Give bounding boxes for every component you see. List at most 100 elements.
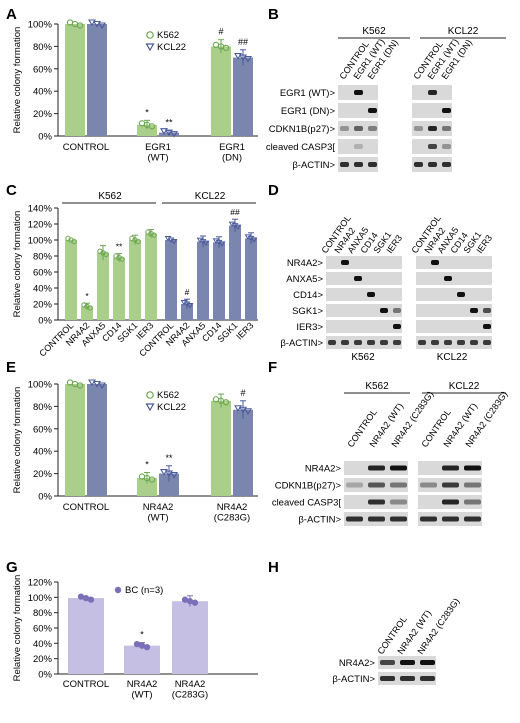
blot-d-row-label: CD14> bbox=[293, 290, 323, 301]
blot-b-membrane-strip bbox=[412, 103, 452, 118]
chart-e-y-tick-label: 100% bbox=[28, 380, 53, 391]
blot-d-band bbox=[444, 340, 452, 345]
chart-e-x-tick-label: NR4A2 (C283G) bbox=[214, 502, 250, 524]
blot-h-row-label: NR4A2> bbox=[339, 658, 376, 669]
chart-c-significance-mark: * bbox=[85, 291, 89, 301]
blot-f-band bbox=[464, 516, 481, 522]
chart-g-x-tick-label: NR4A2 (WT) bbox=[127, 679, 158, 701]
chart-c-y-tick-label: 120% bbox=[28, 220, 53, 231]
blot-b-band bbox=[368, 162, 377, 167]
chart-c-point bbox=[87, 305, 93, 311]
blot-d-group-label: KCL22 bbox=[437, 352, 468, 363]
blot-b-row-label: CDKN1B(p27)> bbox=[269, 124, 336, 135]
blot-d-band bbox=[393, 324, 401, 329]
chart-a-y-tick-label: 20% bbox=[33, 109, 53, 120]
chart-e-significance-mark: ** bbox=[165, 453, 173, 463]
chart-c-y-tick-label: 100% bbox=[28, 236, 53, 247]
chart-a-x-tick-label: CONTROL bbox=[63, 142, 109, 153]
blot-f-row-label: NR4A2> bbox=[305, 464, 342, 475]
chart-a-point bbox=[88, 19, 96, 27]
blot-b-band bbox=[414, 162, 423, 167]
blot-h-row-label: β-ACTIN> bbox=[332, 674, 375, 685]
chart-g: 0% 20% 40% 60% 80% 100% 120% Relative colony fo… bbox=[12, 575, 258, 701]
chart-g-significance-mark: * bbox=[140, 630, 144, 640]
blot-f-band bbox=[442, 499, 459, 505]
chart-e-y-tick-label: 80% bbox=[33, 402, 53, 413]
chart-e-point bbox=[165, 470, 173, 478]
chart-a-point bbox=[93, 20, 101, 28]
blot-b-band bbox=[428, 162, 437, 167]
blot-d-group-label: KCL22 bbox=[438, 0, 469, 3]
panel-letter-b: B bbox=[268, 6, 279, 23]
chart-a-significance-mark: * bbox=[145, 107, 149, 117]
chart-e-legend-marker bbox=[145, 403, 155, 412]
chart-g-point bbox=[82, 594, 90, 602]
chart-g-bar bbox=[172, 601, 208, 674]
blot-b-group-label: KCL22 bbox=[448, 26, 479, 37]
chart-a-point bbox=[234, 53, 242, 60]
blot-f-band bbox=[390, 516, 407, 522]
chart-a-point bbox=[148, 123, 156, 130]
chart-a-point bbox=[222, 44, 230, 52]
blot-b-band bbox=[442, 126, 451, 131]
blot-b-band bbox=[368, 108, 377, 113]
chart-a-bar bbox=[211, 46, 231, 136]
blot-d-group-label: K562 bbox=[351, 352, 375, 363]
chart-c-bar bbox=[145, 233, 157, 320]
blot-h-band bbox=[420, 676, 435, 681]
chart-g-point bbox=[143, 643, 151, 651]
chart-a-point bbox=[239, 54, 247, 62]
chart-c-y-tick-label: 140% bbox=[28, 204, 53, 215]
chart-g-x-tick-label: CONTROL bbox=[63, 679, 109, 690]
chart-e-point bbox=[244, 408, 252, 415]
chart-a-y-tick-label: 80% bbox=[33, 42, 53, 53]
chart-c-point bbox=[145, 229, 151, 235]
blot-b-band bbox=[414, 126, 423, 131]
blot-d-band bbox=[457, 340, 465, 345]
blot-d-band bbox=[418, 340, 426, 345]
chart-a-legend-marker bbox=[145, 43, 155, 52]
blot-d-band bbox=[470, 340, 478, 345]
panel-letter-a: A bbox=[6, 6, 17, 23]
chart-c-point bbox=[250, 237, 258, 243]
chart-g-y-tick-label: 60% bbox=[33, 624, 53, 635]
chart-a-bar bbox=[87, 24, 107, 136]
blot-f-band bbox=[464, 482, 481, 488]
chart-g-legend-label: BC (n=3) bbox=[125, 585, 163, 596]
blot-d-membrane-strip bbox=[326, 304, 402, 317]
chart-c-bar bbox=[65, 240, 77, 320]
chart-g-point bbox=[181, 596, 189, 603]
blot-d-membrane-strip bbox=[326, 288, 402, 301]
chart-a-point bbox=[76, 22, 84, 29]
chart-e-significance-mark: # bbox=[240, 388, 245, 398]
chart-e-bar bbox=[87, 384, 107, 496]
chart-c-point bbox=[100, 250, 106, 256]
chart-c-y-tick-label: 20% bbox=[33, 300, 53, 311]
chart-c-group-label: K562 bbox=[98, 191, 122, 202]
blot-d-membrane-strip bbox=[326, 320, 402, 333]
blot-f-band bbox=[442, 482, 459, 488]
chart-a-significance-mark: ## bbox=[238, 37, 248, 47]
chart-a-legend-label: KCL22 bbox=[157, 42, 186, 53]
blot-d-row-label: NR4A2> bbox=[287, 258, 324, 269]
chart-c-point bbox=[132, 237, 138, 243]
chart-a-significance-mark: # bbox=[218, 27, 223, 37]
chart-c: 0% 20% 40% 60% 80% 100% 120% 140% Relative colon… bbox=[12, 191, 258, 359]
chart-g-y-tick-label: 120% bbox=[28, 578, 53, 589]
blot-h-band bbox=[420, 660, 435, 665]
chart-a-y-tick-label: 60% bbox=[33, 64, 53, 75]
blot-d-row-label: ANXA5> bbox=[286, 274, 323, 285]
chart-a-bar bbox=[233, 57, 253, 136]
blot-d-band bbox=[354, 340, 362, 345]
chart-c-bar bbox=[245, 238, 257, 320]
chart-e-point bbox=[170, 472, 178, 479]
chart-a-x-tick-label: EGR1 (DN) bbox=[219, 142, 245, 164]
chart-c-point bbox=[129, 235, 135, 242]
chart-c-group-label: KCL22 bbox=[195, 191, 226, 202]
chart-c-point bbox=[135, 238, 141, 245]
blot-d-membrane-strip bbox=[416, 288, 492, 301]
blot-d-band bbox=[444, 276, 452, 281]
blot-h-band bbox=[400, 660, 415, 665]
blot-b-band bbox=[340, 162, 349, 167]
chart-c-point bbox=[119, 256, 125, 262]
